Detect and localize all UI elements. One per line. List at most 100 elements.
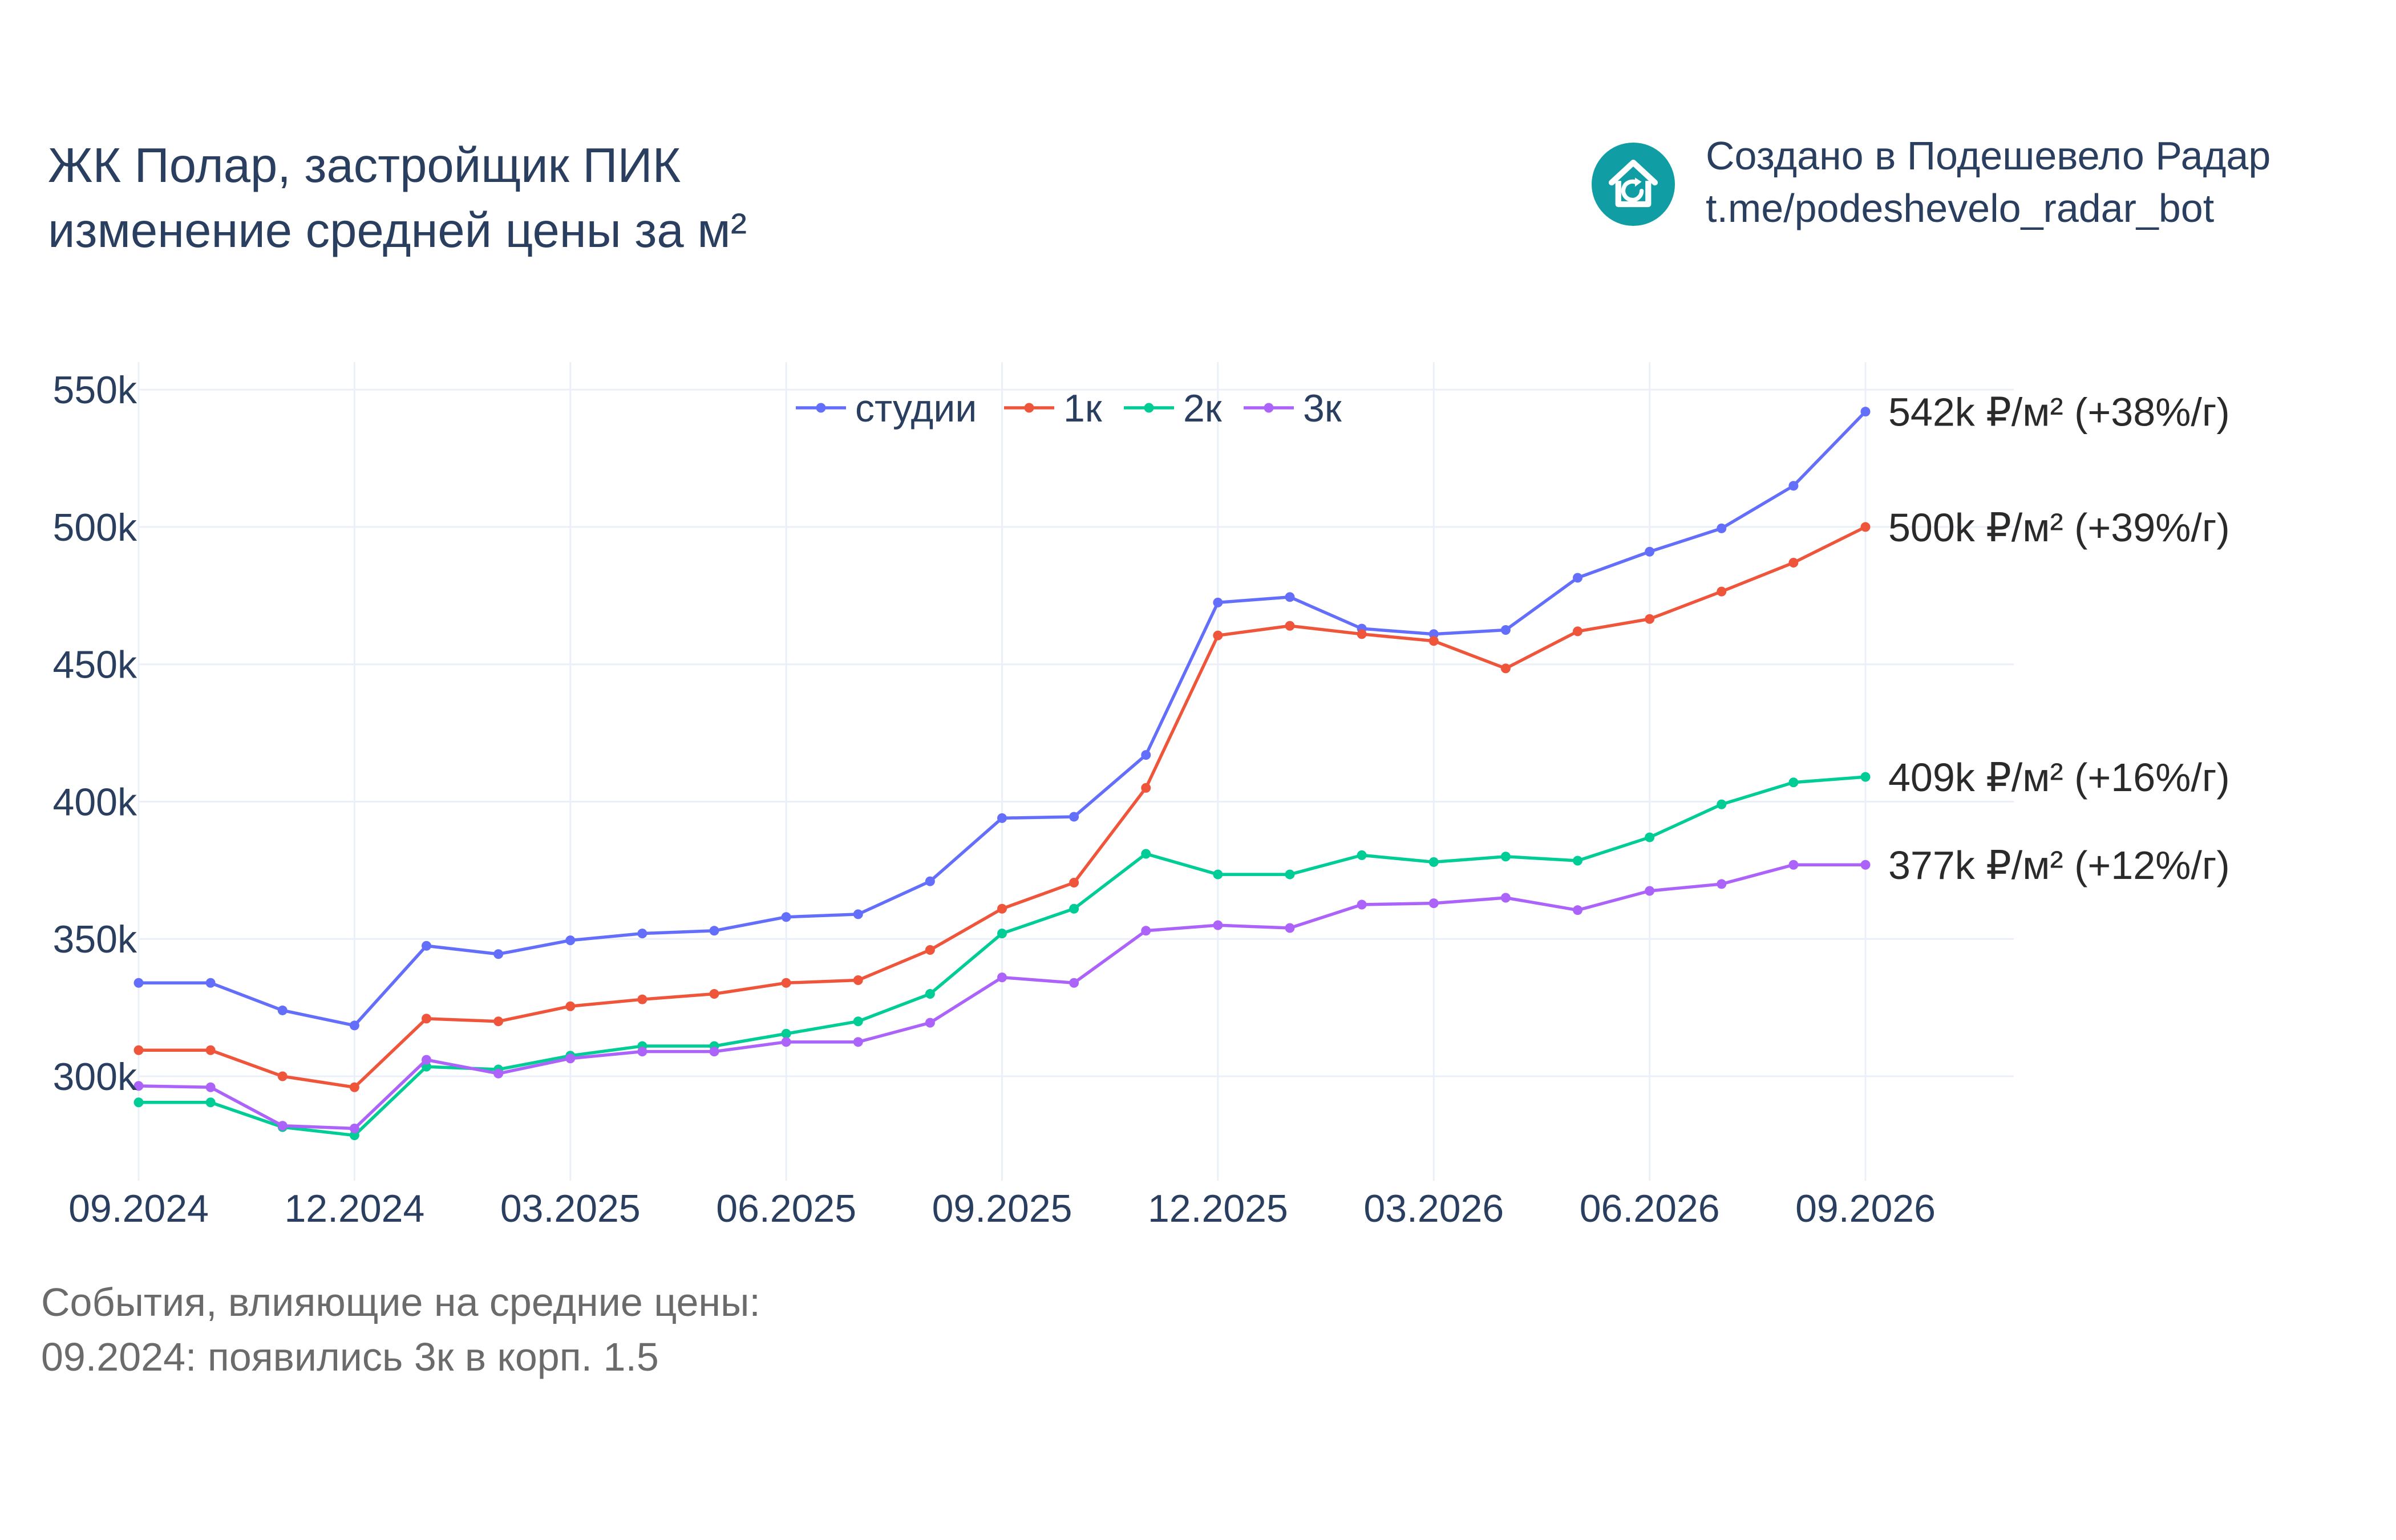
data-point <box>1717 799 1727 809</box>
data-point <box>1500 663 1511 674</box>
legend-item: студии <box>796 387 977 430</box>
data-point <box>277 1071 288 1081</box>
data-point <box>1573 573 1583 583</box>
data-point <box>1357 629 1367 639</box>
data-point <box>1645 832 1655 842</box>
data-point <box>781 1037 791 1047</box>
data-point <box>853 909 863 919</box>
data-point <box>709 1047 719 1057</box>
data-point <box>1428 636 1439 646</box>
legend-label: 1к <box>1063 387 1103 430</box>
data-point <box>1141 849 1151 859</box>
data-point <box>1428 629 1439 639</box>
data-point <box>709 926 719 936</box>
series-end-label: 500k ₽/м² (+39%/г) <box>1888 505 2230 550</box>
data-point <box>1573 626 1583 637</box>
data-point <box>853 1037 863 1047</box>
data-point <box>1213 869 1223 880</box>
series-3 <box>133 860 1871 1134</box>
data-point <box>1645 886 1655 896</box>
data-point <box>1788 558 1799 568</box>
data-point <box>997 903 1007 914</box>
data-point <box>133 1081 144 1091</box>
y-tick-label: 300k <box>53 1055 137 1099</box>
legend: студии 1к 2к 3к <box>796 387 1342 430</box>
data-point <box>1717 879 1727 889</box>
data-point <box>1357 899 1367 910</box>
data-point <box>1213 630 1223 641</box>
data-point <box>1141 783 1151 793</box>
x-tick-label: 09.2026 <box>1795 1187 1936 1230</box>
data-point <box>1573 905 1583 915</box>
data-point <box>781 1028 791 1039</box>
data-point <box>997 929 1007 939</box>
data-point <box>349 1082 359 1092</box>
data-point <box>997 813 1007 823</box>
data-point <box>133 1045 144 1055</box>
data-point <box>349 1124 359 1134</box>
data-point <box>925 989 935 999</box>
data-point <box>565 935 576 946</box>
x-tick-label: 06.2026 <box>1580 1187 1720 1230</box>
x-tick-label: 03.2026 <box>1363 1187 1504 1230</box>
data-point <box>1285 923 1295 933</box>
axis-labels: 300k 350k 400k 450k 500k 550k 09.2024 12.2024 03… <box>53 368 1936 1230</box>
data-point <box>1213 597 1223 607</box>
series-end-label: 409k ₽/м² (+16%/г) <box>1888 755 2230 800</box>
legend-swatch-marker <box>1144 403 1154 413</box>
y-tick-label: 450k <box>53 643 137 687</box>
data-point <box>925 1018 935 1028</box>
data-point <box>133 978 144 988</box>
data-point <box>493 949 504 959</box>
data-point <box>637 929 647 939</box>
series-lines <box>133 407 1871 1141</box>
data-point <box>205 1082 216 1092</box>
data-point <box>133 1097 144 1108</box>
data-point <box>1428 857 1439 867</box>
branding-link[interactable]: t.me/podeshevelo_radar_bot <box>1706 186 2215 230</box>
data-point <box>1285 592 1295 602</box>
data-point <box>637 994 647 1004</box>
data-point <box>205 978 216 988</box>
data-point <box>1213 920 1223 930</box>
data-point <box>1069 878 1079 888</box>
data-point <box>853 1016 863 1027</box>
x-tick-label: 06.2025 <box>716 1187 856 1230</box>
x-tick-label: 09.2025 <box>932 1187 1072 1230</box>
branding-name: Создано в Подешевело Радар <box>1706 133 2271 178</box>
data-point <box>781 978 791 988</box>
data-point <box>565 1053 576 1064</box>
data-point <box>205 1097 216 1108</box>
series-end-label: 377k ₽/м² (+12%/г) <box>1888 843 2230 887</box>
data-point <box>277 1005 288 1015</box>
data-point <box>1645 546 1655 557</box>
series-1 <box>133 522 1871 1092</box>
data-point <box>1860 407 1871 417</box>
data-point <box>1788 860 1799 870</box>
data-point <box>1285 869 1295 880</box>
data-point <box>1357 850 1367 860</box>
data-point <box>853 975 863 985</box>
data-point <box>422 1014 431 1024</box>
x-tick-label: 09.2024 <box>68 1187 209 1230</box>
legend-item: 3к <box>1244 387 1342 430</box>
data-point <box>1788 481 1799 491</box>
legend-label: 2к <box>1183 387 1223 430</box>
series-0 <box>133 407 1871 1031</box>
data-point <box>493 1068 504 1079</box>
y-tick-label: 400k <box>53 780 137 824</box>
legend-item: 1к <box>1004 387 1103 430</box>
event-item: 09.2024: появились 3к в корп. 1.5 <box>41 1335 659 1379</box>
data-point <box>1645 614 1655 624</box>
data-point <box>925 945 935 955</box>
y-tick-label: 350k <box>53 918 137 961</box>
data-point <box>1500 852 1511 862</box>
legend-item: 2к <box>1124 387 1223 430</box>
data-point <box>1860 772 1871 782</box>
data-point <box>1069 978 1079 988</box>
grid-lines <box>137 362 2014 1181</box>
data-point <box>925 876 935 886</box>
data-point <box>349 1020 359 1031</box>
